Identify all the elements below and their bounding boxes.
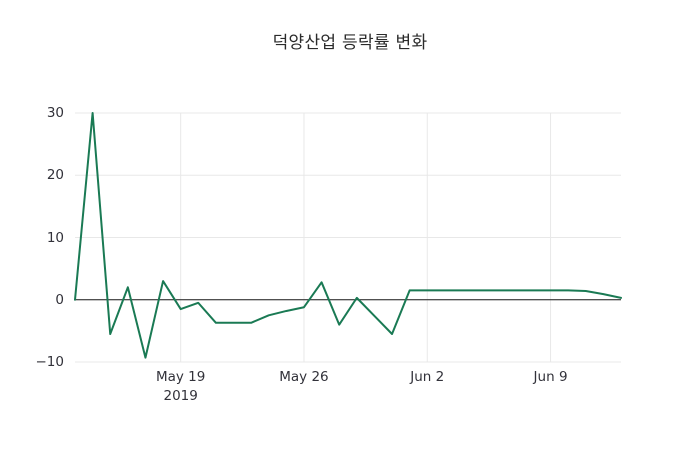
x-tick-label-text: May 19 xyxy=(155,369,206,385)
x-tick-label: Jun 9 xyxy=(534,368,568,387)
data-series-line xyxy=(74,112,622,359)
chart-title: 덕양산업 등락률 변화 xyxy=(272,33,428,53)
x-axis-tick-labels: May 19 2019 May 26 Jun 2 Jun 9 xyxy=(75,368,621,428)
y-tick-label: 20 xyxy=(46,167,64,184)
x-tick-label: Jun 2 xyxy=(410,368,444,387)
x-tick-label-text: May 26 xyxy=(279,369,329,385)
y-tick-label: 10 xyxy=(46,229,64,246)
x-tick-sublabel-text: 2019 xyxy=(163,388,198,404)
x-tick-label-text: Jun 9 xyxy=(533,369,568,385)
x-tick-label: May 26 xyxy=(279,368,328,387)
y-tick-label: 30 xyxy=(46,105,64,121)
x-tick-label: May 19 2019 xyxy=(156,368,205,406)
y-axis-tick-labels: 30 20 10 0 −10 xyxy=(12,105,65,370)
y-tick-label: 0 xyxy=(55,291,64,308)
zero-axis-line xyxy=(75,299,621,301)
series-line-0 xyxy=(74,112,622,359)
plot-area xyxy=(74,112,622,363)
x-tick-label-text: Jun 2 xyxy=(410,369,445,385)
y-tick-label: −10 xyxy=(35,354,65,370)
